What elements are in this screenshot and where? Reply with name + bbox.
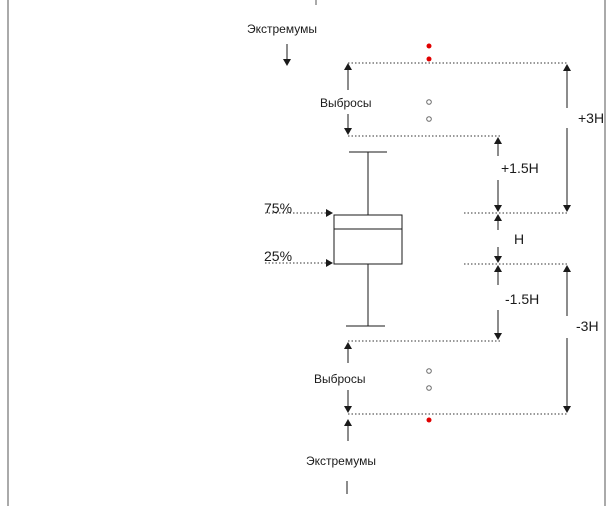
vertical-arrows [283,44,571,494]
boxplot [333,151,403,327]
minus-1-5h-label: -1.5H [505,291,540,307]
outlier-points [426,99,432,391]
quartile-arrows [265,209,333,267]
h-label: H [514,231,525,247]
iqr-box [333,214,403,265]
level-lines [348,62,568,415]
q25-label: 25% [264,248,293,264]
q75-label: 75% [264,200,293,216]
outliers-top-label: Выбросы [320,96,372,110]
minus-3h-label: -3H [576,318,599,334]
outlier-point-top-2 [426,116,432,122]
plus-3h-label: +3H [578,110,605,126]
outliers-bottom-label: Выбросы [314,372,366,386]
plus-1-5h-label: +1.5H [501,160,539,176]
extreme-point-top-2 [426,56,432,62]
outlier-point-bottom-1 [426,368,432,374]
outlier-point-bottom-2 [426,385,432,391]
extremes-bottom-label: Экстремумы [306,454,376,468]
extreme-point-bottom [426,417,432,423]
extreme-point-top-1 [426,43,432,49]
extremes-top-label: Экстремумы [247,22,317,36]
outlier-point-top-1 [426,99,432,105]
extreme-points [426,43,432,423]
